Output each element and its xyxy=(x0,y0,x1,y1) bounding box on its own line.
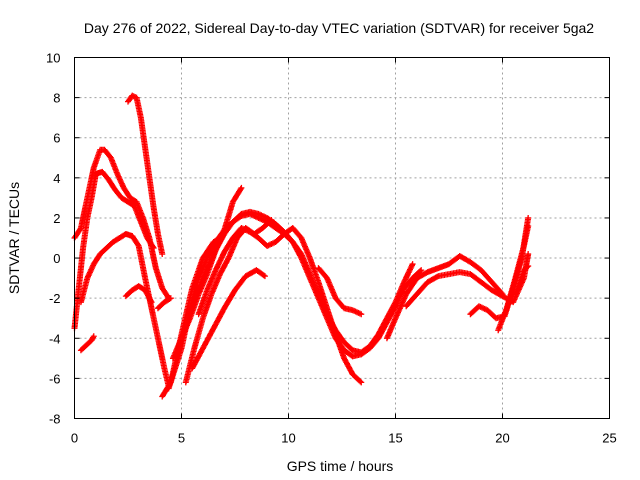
x-tick-label: 15 xyxy=(388,431,402,446)
plus-markers xyxy=(512,263,532,298)
y-tick-label: 10 xyxy=(46,51,60,66)
y-tick-label: 0 xyxy=(53,251,60,266)
series-arc-4 xyxy=(77,333,97,354)
plus-markers xyxy=(125,92,166,258)
data-marks xyxy=(71,92,532,400)
x-tick-label: 10 xyxy=(281,431,295,446)
series-arc-19 xyxy=(495,222,532,334)
series-arc-14 xyxy=(154,295,174,312)
plus-markers xyxy=(495,222,532,334)
series-arc-15 xyxy=(315,265,365,318)
series-arc-13 xyxy=(195,224,365,386)
plus-markers xyxy=(315,265,365,318)
axis-ticks: 0 5 10 15 20 25 -8 -6 -4 -2 0 2 4 6 8 10 xyxy=(46,51,617,446)
y-axis-label: SDTVAR / TECUs xyxy=(6,182,22,294)
plus-markers xyxy=(77,333,97,354)
y-tick-label: 8 xyxy=(53,91,60,106)
y-tick-label: 2 xyxy=(53,211,60,226)
plus-markers xyxy=(178,184,245,342)
series-arc-3 xyxy=(77,230,172,390)
x-tick-label: 5 xyxy=(178,431,185,446)
series-arc-20 xyxy=(512,263,532,298)
plus-markers xyxy=(122,283,155,306)
x-tick-label: 25 xyxy=(602,431,616,446)
series-arc-12 xyxy=(189,267,268,372)
plus-markers xyxy=(383,253,506,342)
x-tick-label: 0 xyxy=(71,431,78,446)
plus-markers xyxy=(77,230,172,390)
x-axis-label: GPS time / hours xyxy=(287,458,394,474)
y-tick-label: -8 xyxy=(49,412,61,427)
plus-markers xyxy=(189,267,268,372)
y-tick-label: 6 xyxy=(53,131,60,146)
plus-markers xyxy=(154,295,174,312)
plot-frame xyxy=(74,57,610,419)
chart-title: Day 276 of 2022, Sidereal Day-to-day VTE… xyxy=(84,20,594,36)
series-arc-6 xyxy=(122,283,155,306)
y-tick-label: -4 xyxy=(49,331,61,346)
x-tick-label: 20 xyxy=(495,431,509,446)
plus-markers xyxy=(195,224,365,386)
series-arc-10 xyxy=(178,184,245,342)
series-arc-16 xyxy=(383,253,506,342)
y-tick-label: 4 xyxy=(53,171,60,186)
series-arc-5 xyxy=(125,92,166,258)
y-tick-label: -6 xyxy=(49,371,61,386)
y-tick-label: -2 xyxy=(49,291,61,306)
